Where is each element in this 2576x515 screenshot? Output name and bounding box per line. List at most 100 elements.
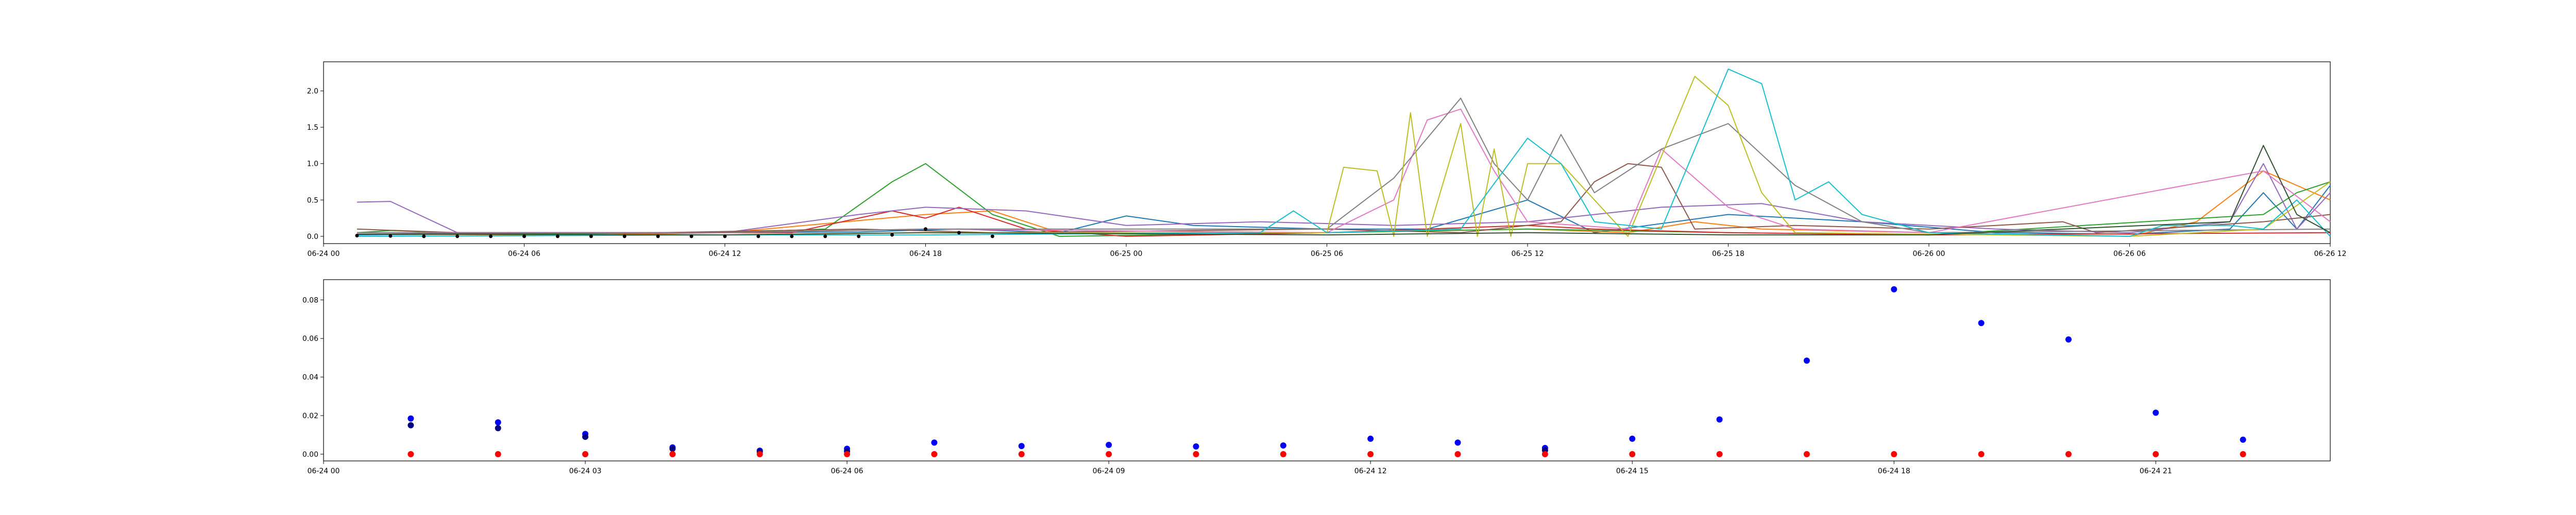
scatter-point-series-2: [756, 451, 763, 457]
scatter-point-series-1: [495, 425, 501, 432]
scatter-point-series-2: [1891, 451, 1897, 457]
scatter-point-series-0: [2153, 409, 2159, 416]
x-tick-label: 06-24 15: [1616, 467, 1649, 475]
x-tick-label: 06-26 06: [2113, 250, 2146, 258]
scatter-point-series-2: [1193, 451, 1199, 457]
scatter-point-series-0: [1891, 286, 1897, 293]
x-tick-label: 06-25 06: [1311, 250, 1343, 258]
scatter-point-series-0: [931, 439, 938, 446]
x-tick-label: 06-25 18: [1712, 250, 1744, 258]
scatter-point-series-2: [408, 451, 414, 457]
scatter-point-series-2: [1367, 451, 1374, 457]
scatter-point-series-1: [408, 422, 414, 428]
x-tick-label: 06-25 12: [1512, 250, 1544, 258]
scatter-point-series-1: [669, 445, 676, 452]
data-point: [924, 227, 927, 231]
x-tick-label: 06-26 12: [2314, 250, 2347, 258]
series-line-1: [357, 170, 2331, 237]
y-tick-label: 0.08: [302, 296, 318, 304]
data-point: [589, 234, 593, 238]
series-line-6: [357, 108, 2331, 233]
scatter-point-series-0: [2065, 336, 2072, 343]
scatter-point-series-0: [1716, 416, 1723, 423]
y-tick-label: 2.0: [307, 87, 318, 95]
x-tick-label: 06-24 18: [1878, 467, 1910, 475]
series-line-10: [357, 145, 2331, 236]
scatter-point-series-0: [1280, 442, 1286, 449]
x-tick-label: 06-24 18: [909, 250, 942, 258]
scatter-point-series-1: [582, 434, 589, 440]
scatter-point-series-2: [1716, 451, 1723, 457]
x-tick-label: 06-24 00: [308, 467, 340, 475]
data-point: [857, 234, 861, 238]
scatter-point-series-2: [582, 451, 589, 457]
scatter-point-series-2: [1629, 451, 1636, 457]
x-tick-label: 06-26 00: [1913, 250, 1945, 258]
scatter-point-series-2: [1280, 451, 1286, 457]
data-point: [890, 233, 894, 237]
x-tick-label: 06-24 03: [569, 467, 602, 475]
scatter-point-series-2: [2153, 451, 2159, 457]
data-point: [756, 234, 760, 238]
y-tick-label: 0.0: [307, 233, 318, 241]
scatter-point-series-2: [2240, 451, 2246, 457]
scatter-point-series-0: [1803, 357, 1810, 364]
y-tick-label: 0.5: [307, 196, 318, 204]
scatter-point-series-0: [408, 415, 414, 422]
y-tick-label: 1.0: [307, 160, 318, 168]
scatter-point-series-2: [2065, 451, 2072, 457]
x-tick-label: 06-24 12: [1354, 467, 1387, 475]
scatter-point-series-0: [495, 419, 501, 426]
x-tick-label: 06-24 06: [831, 467, 863, 475]
x-tick-label: 06-24 12: [709, 250, 741, 258]
data-point: [622, 234, 626, 238]
x-tick-label: 06-24 09: [1093, 467, 1125, 475]
x-tick-label: 06-24 00: [308, 250, 340, 258]
y-tick-label: 0.00: [302, 451, 318, 459]
y-tick-label: 0.02: [302, 412, 318, 420]
scatter-point-series-2: [1106, 451, 1112, 457]
data-point: [522, 234, 526, 238]
scatter-point-series-2: [844, 451, 851, 457]
series-line-5: [357, 163, 2331, 233]
scatter-point-series-2: [1978, 451, 1985, 457]
y-tick-label: 0.04: [302, 373, 318, 382]
scatter-point-series-0: [1018, 443, 1025, 450]
data-point: [656, 234, 660, 238]
series-line-8: [357, 76, 2331, 237]
scatter-point-series-2: [1018, 451, 1025, 457]
y-tick-label: 1.5: [307, 124, 318, 132]
scatter-point-series-0: [1978, 320, 1985, 327]
data-point: [689, 234, 693, 238]
data-point: [790, 234, 794, 238]
series-line-9: [357, 68, 2331, 237]
bottom-scatter-chart: 06-24 00 06-24 03 06-24 06 06-24 09 06-24 12…: [302, 279, 2331, 475]
data-point: [489, 234, 493, 238]
data-point: [957, 231, 961, 235]
scatter-point-series-2: [1541, 451, 1548, 457]
scatter-point-series-2: [495, 451, 501, 457]
x-tick-label: 06-24 06: [508, 250, 540, 258]
data-point: [455, 234, 460, 238]
scatter-point-series-0: [2240, 436, 2246, 443]
scatter-point-series-2: [669, 451, 676, 457]
data-point: [990, 234, 994, 238]
data-point: [388, 234, 393, 238]
scatter-point-series-0: [1193, 443, 1199, 450]
y-tick-label: 0.06: [302, 335, 318, 343]
scatter-point-series-0: [1367, 435, 1374, 442]
top-line-chart: 06-24 00 06-24 06 06-24 12 06-24 18 06-25 00…: [307, 61, 2347, 258]
data-point: [422, 234, 426, 238]
data-point: [823, 234, 827, 238]
scatter-point-series-2: [1803, 451, 1810, 457]
scatter-point-series-2: [931, 451, 938, 457]
plot-frame: [323, 279, 2331, 461]
scatter-point-series-0: [1106, 441, 1112, 448]
x-tick-label: 06-25 00: [1110, 250, 1143, 258]
scatter-point-series-2: [1454, 451, 1461, 457]
data-point: [723, 234, 727, 238]
scatter-point-series-0: [1629, 435, 1636, 442]
x-tick-label: 06-24 21: [2140, 467, 2172, 475]
